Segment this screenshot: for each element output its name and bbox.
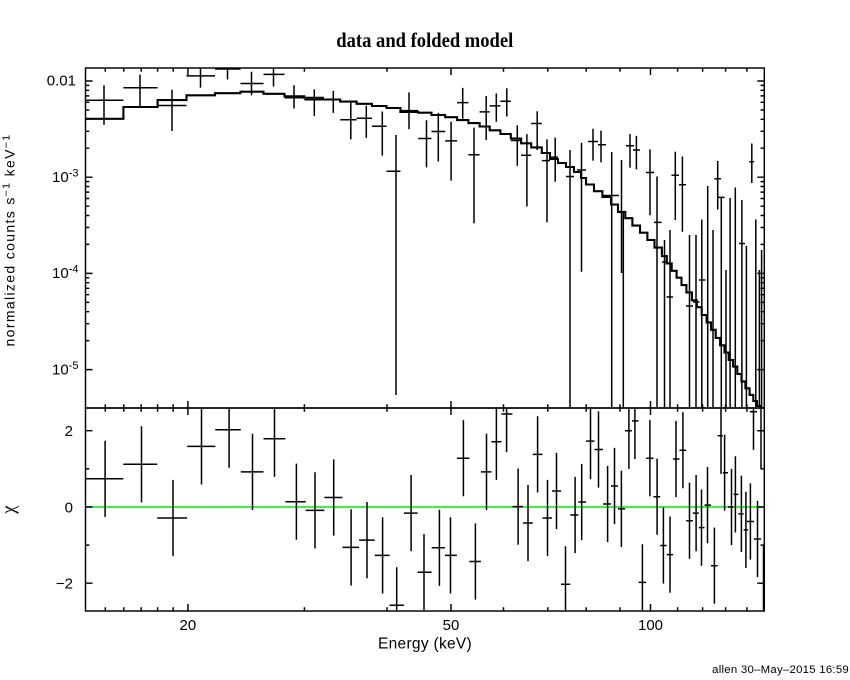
svg-text:0: 0 xyxy=(65,499,73,516)
svg-text:20: 20 xyxy=(180,617,197,634)
svg-text:allen 30–May–2015 16:59: allen 30–May–2015 16:59 xyxy=(712,664,849,676)
svg-text:−2: −2 xyxy=(56,576,73,593)
svg-text:0.01: 0.01 xyxy=(47,73,76,90)
svg-text:2: 2 xyxy=(65,423,73,440)
svg-text:normalized counts s−1 keV−1: normalized counts s−1 keV−1 xyxy=(1,134,18,347)
svg-text:χ: χ xyxy=(0,505,20,515)
svg-text:Energy (keV): Energy (keV) xyxy=(378,636,472,653)
svg-text:100: 100 xyxy=(638,617,663,634)
svg-text:50: 50 xyxy=(443,617,460,634)
svg-text:data and folded model: data and folded model xyxy=(336,28,513,52)
